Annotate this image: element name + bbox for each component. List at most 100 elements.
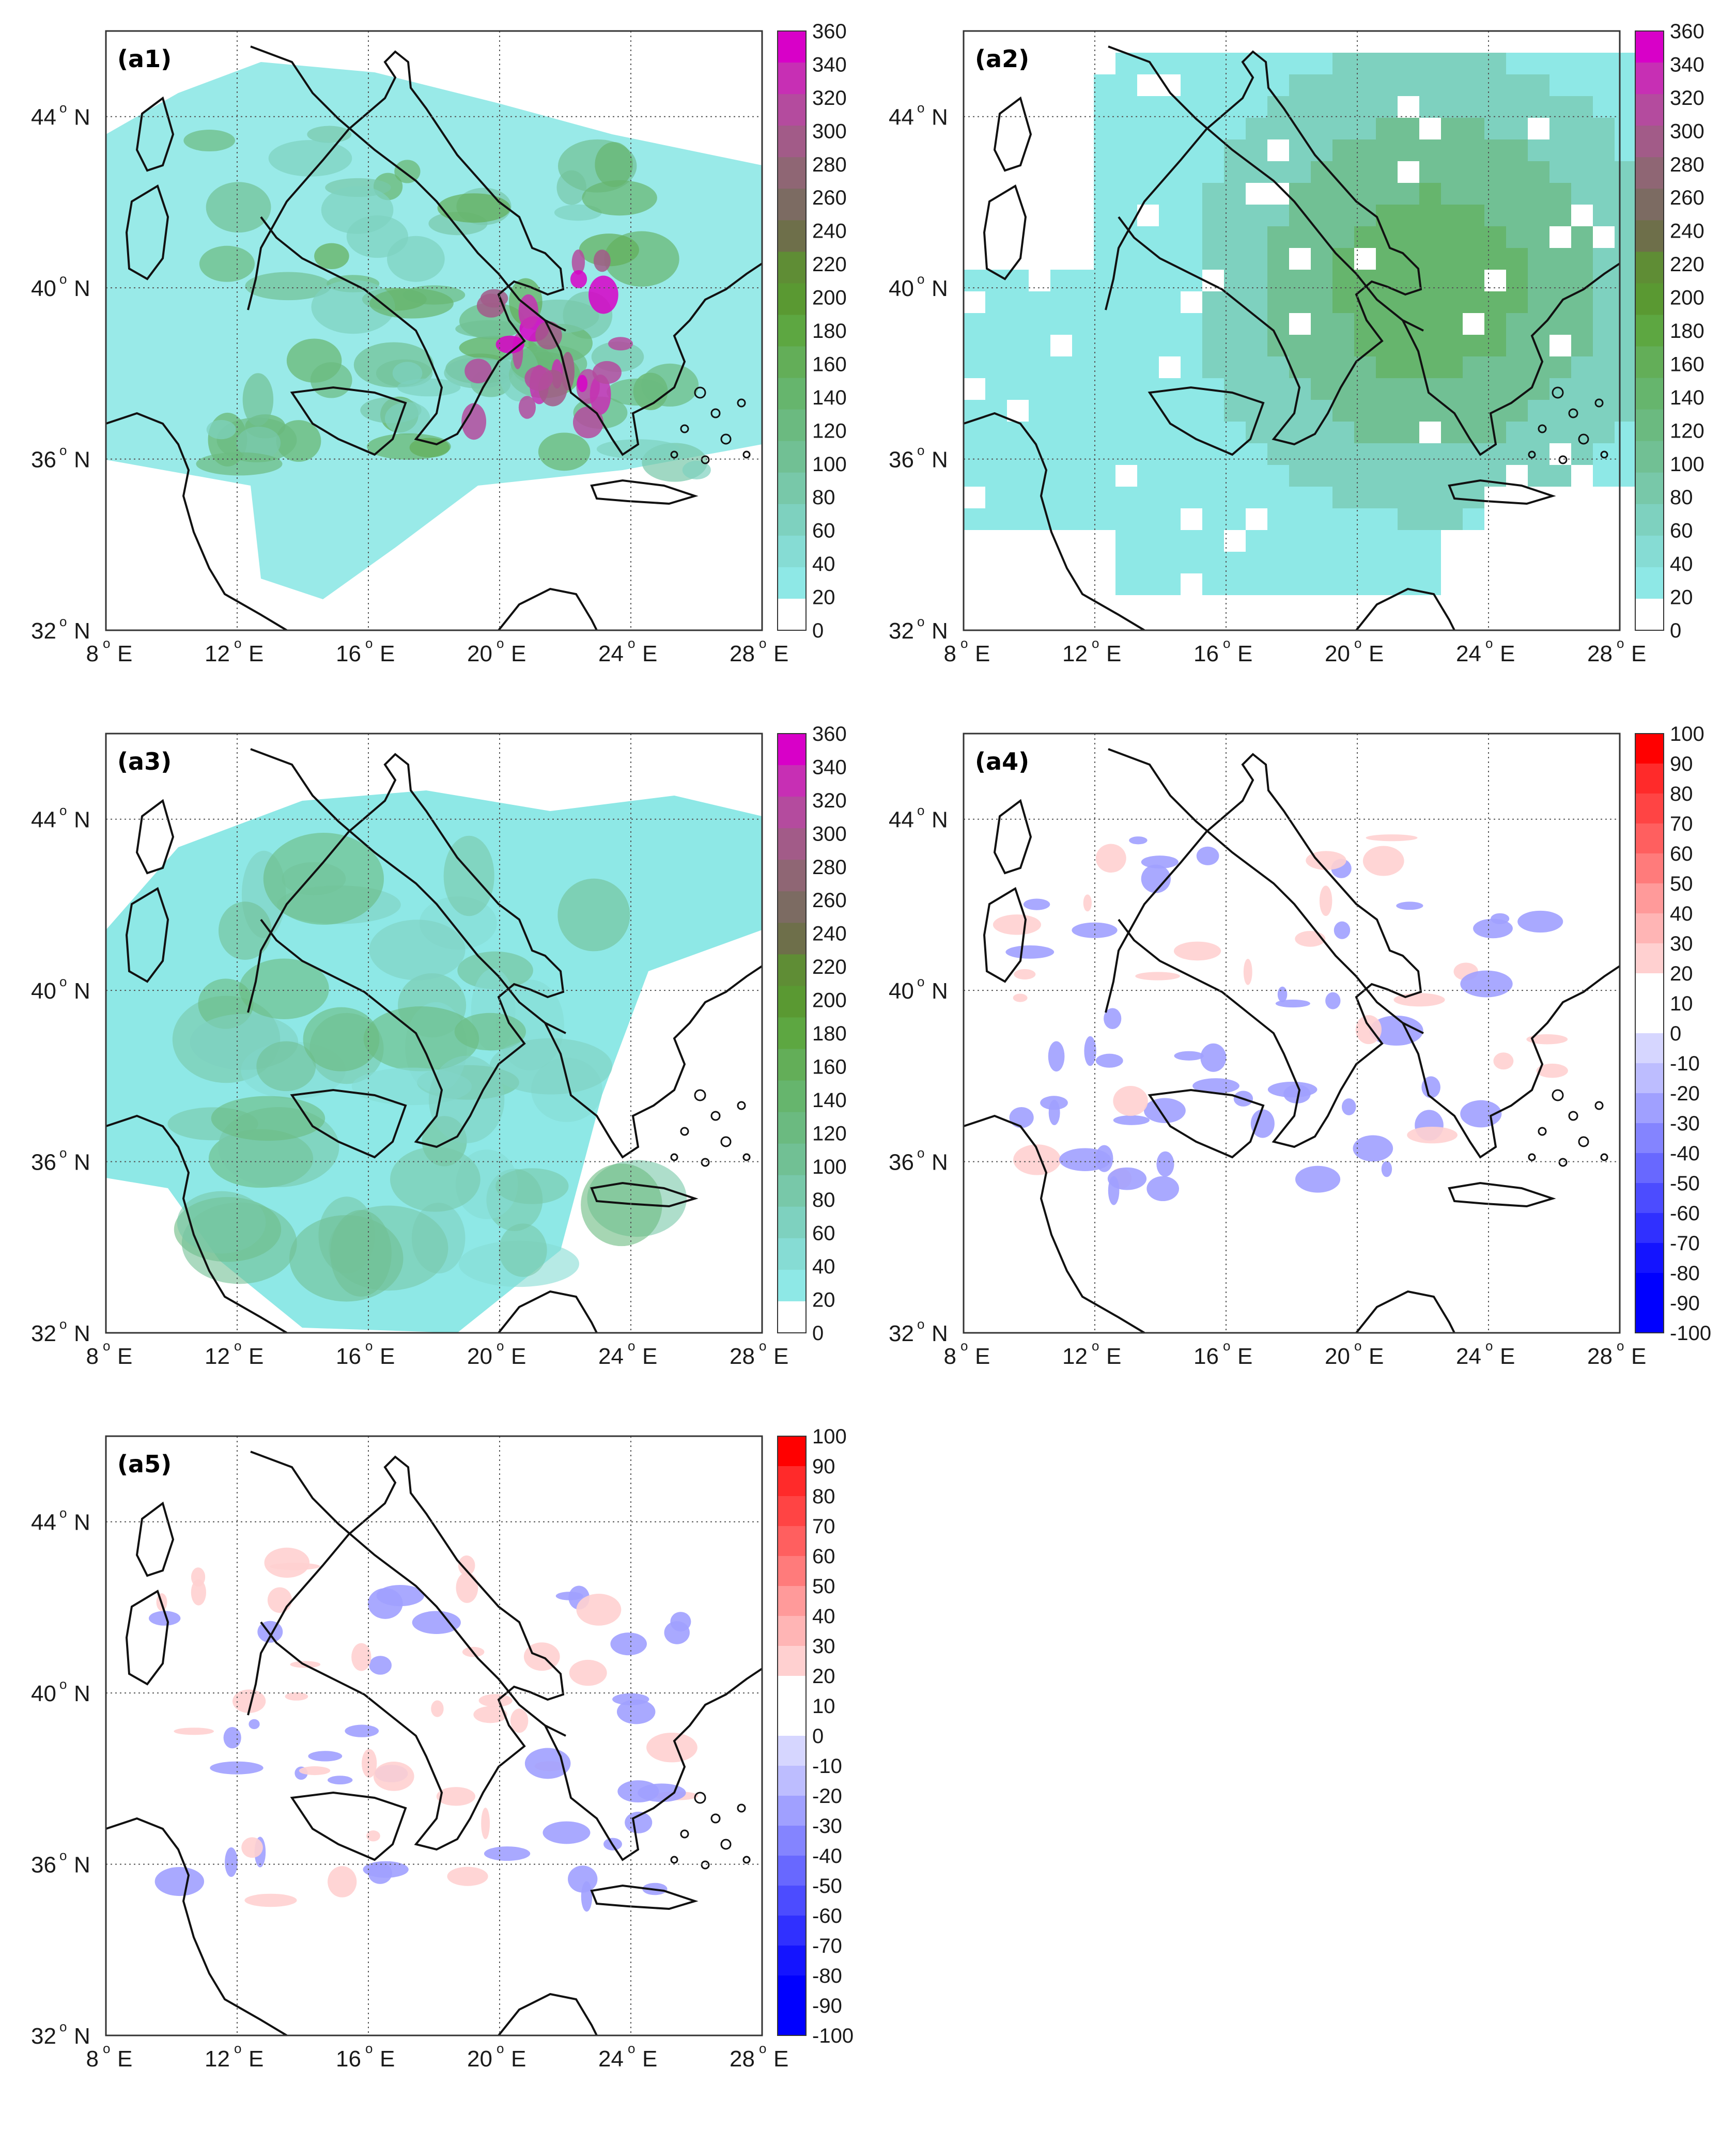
grid-cell <box>1311 530 1332 552</box>
panel-a1: 8 o E 12 o E 16 o E 20 o E 24 o E 28 o E32 o N36 o N40 o N44 o N(… <box>31 20 847 666</box>
y-tick-label: 32 o N <box>889 1316 948 1346</box>
grid-cell <box>1528 443 1549 465</box>
colorbar-segment <box>778 535 806 568</box>
colorbar-tick-label: 100 <box>1670 723 1704 745</box>
grid-cell <box>1615 270 1636 291</box>
negative-anomaly <box>484 1846 531 1861</box>
colorbar-tick-label: 60 <box>812 1222 835 1245</box>
x-tick-label: 20 o E <box>1325 635 1384 666</box>
grid-cell <box>1267 291 1289 313</box>
field-cell <box>437 193 511 223</box>
grid-cell <box>1115 400 1137 422</box>
colorbar-tick-label: 240 <box>812 220 847 243</box>
grid-cell <box>1311 356 1332 378</box>
positive-anomaly <box>456 1572 478 1603</box>
negative-anomaly <box>625 1811 653 1833</box>
grid-cell <box>1528 205 1549 226</box>
negative-anomaly <box>1113 1115 1150 1125</box>
grid-cell <box>1202 508 1224 530</box>
grid-cell <box>1528 139 1549 161</box>
svg-text:36: 36 <box>31 447 56 473</box>
x-tick-label: 12 o E <box>205 1338 264 1369</box>
colorbar-tick-label: 40 <box>812 1605 835 1628</box>
grid-cell <box>1376 573 1398 595</box>
grid-cell <box>1506 139 1528 161</box>
grid-cell <box>1398 74 1419 96</box>
grid-cell <box>1246 530 1267 552</box>
grid-cell <box>1593 161 1615 183</box>
grid-cell <box>1181 226 1202 248</box>
grid-cell <box>1593 422 1615 443</box>
colorbar-segment <box>1635 126 1664 158</box>
grid-cell <box>1571 74 1593 96</box>
grid-cell <box>1202 400 1224 422</box>
field-cell <box>311 280 395 334</box>
grid-cell <box>1484 226 1506 248</box>
positive-anomaly <box>1095 844 1126 873</box>
positive-anomaly <box>1536 1063 1568 1078</box>
svg-text:20: 20 <box>467 2046 492 2072</box>
negative-anomaly <box>1250 1109 1275 1138</box>
grid-cell <box>1181 139 1202 161</box>
grid-cell <box>1224 53 1246 74</box>
grid-cell <box>1463 139 1484 161</box>
grid-cell <box>1376 183 1398 205</box>
grid-cell <box>1267 248 1289 270</box>
field-cell <box>489 1038 613 1095</box>
grid-cell <box>1441 118 1463 139</box>
grid-cell <box>1224 161 1246 183</box>
data-field <box>106 790 762 1333</box>
grid-cell <box>1072 400 1094 422</box>
grid-cell <box>1267 356 1289 378</box>
svg-text:24: 24 <box>598 2046 624 2072</box>
colorbar-tick-label: 70 <box>812 1515 835 1538</box>
colorbar-tick-label: 320 <box>812 789 847 812</box>
svg-text:E: E <box>380 2046 395 2072</box>
colorbar-tick-label: 140 <box>812 386 847 409</box>
grid-cell <box>1137 378 1159 400</box>
grid-cell <box>1267 53 1289 74</box>
negative-anomaly <box>223 1726 241 1749</box>
colorbar-tick-label: 50 <box>812 1575 835 1598</box>
grid-cell <box>1376 53 1398 74</box>
grid-cell <box>1549 422 1571 443</box>
colorbar: 3603403203002802602402202001801601401201… <box>777 20 847 642</box>
colorbar-segment <box>778 504 806 536</box>
grid-cell <box>1311 248 1332 270</box>
colorbar-segment <box>778 63 806 95</box>
grid-cell <box>1593 378 1615 400</box>
grid-cell <box>1159 422 1181 443</box>
colorbar-tick-label: 80 <box>1670 783 1693 805</box>
colorbar-tick-label: 160 <box>1670 353 1704 376</box>
grid-cell <box>1289 508 1311 530</box>
grid-cell <box>1528 53 1549 74</box>
grid-cell <box>1289 291 1311 313</box>
grid-cell <box>1506 443 1528 465</box>
grid-cell <box>1311 443 1332 465</box>
grid-cell <box>1332 139 1354 161</box>
grid-cell <box>1159 205 1181 226</box>
svg-text:28: 28 <box>1587 1344 1613 1369</box>
svg-text:o: o <box>1092 635 1099 651</box>
grid-cell <box>1528 313 1549 335</box>
grid-cell <box>1007 487 1029 508</box>
colorbar-segment <box>1635 346 1664 379</box>
grid-cell <box>1528 96 1549 118</box>
grid-cell <box>964 356 985 378</box>
svg-text:E: E <box>511 2046 526 2072</box>
grid-cell <box>1115 161 1137 183</box>
colorbar-segment <box>778 1826 806 1856</box>
colorbar-segment <box>778 860 806 892</box>
svg-text:32: 32 <box>31 1321 56 1346</box>
colorbar-tick-label: 0 <box>812 1725 824 1748</box>
grid-cell <box>1463 291 1484 313</box>
svg-text:N: N <box>74 978 90 1004</box>
grid-cell <box>1137 573 1159 595</box>
grid-cell <box>1115 573 1137 595</box>
grid-cell <box>1289 422 1311 443</box>
grid-cell <box>1224 400 1246 422</box>
grid-cell <box>1072 508 1094 530</box>
grid-cell <box>1159 313 1181 335</box>
colorbar-segment <box>778 1766 806 1796</box>
grid-cell <box>1419 400 1441 422</box>
